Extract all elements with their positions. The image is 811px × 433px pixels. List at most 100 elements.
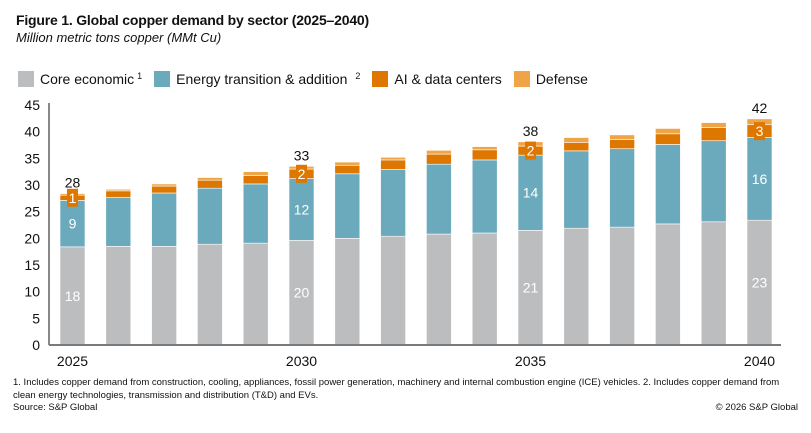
y-tick-label: 30 bbox=[24, 177, 40, 193]
legend-label: AI & data centers bbox=[394, 71, 502, 87]
data-label-ai-box bbox=[67, 188, 78, 207]
data-label-core: 21 bbox=[523, 280, 539, 296]
data-label-energy: 14 bbox=[523, 185, 539, 201]
x-tick-label: 2035 bbox=[515, 353, 546, 369]
data-label-total: 42 bbox=[752, 100, 768, 116]
bar-segment-defense bbox=[380, 156, 406, 161]
bar-segment-ai bbox=[151, 185, 177, 194]
copyright: © 2026 S&P Global bbox=[715, 402, 798, 413]
data-label-core: 20 bbox=[294, 285, 310, 301]
legend-label: Core economic bbox=[40, 71, 135, 87]
footnote: 1. Includes copper demand from construct… bbox=[13, 377, 780, 401]
legend: Core economic 1 Energy transition & addit… bbox=[18, 71, 600, 87]
bar-segment-energy bbox=[426, 163, 452, 235]
bar-segment-core bbox=[242, 242, 269, 346]
legend-swatch bbox=[513, 71, 530, 87]
bar-segment-defense bbox=[609, 134, 635, 140]
data-label-ai: 2 bbox=[298, 166, 306, 182]
y-tick-label: 10 bbox=[24, 284, 40, 300]
legend-label: Energy transition & addition bbox=[176, 71, 348, 87]
bar-segment-core bbox=[655, 223, 681, 346]
data-label-total: 33 bbox=[294, 147, 310, 163]
y-tick-label: 0 bbox=[32, 337, 40, 353]
chart-title: Figure 1. Global copper demand by sector… bbox=[16, 12, 369, 28]
bar-segment-core bbox=[334, 238, 361, 346]
bar-segment-ai bbox=[105, 190, 132, 198]
data-label-core: 23 bbox=[752, 275, 768, 291]
data-label-energy: 16 bbox=[752, 171, 768, 187]
data-label-energy: 12 bbox=[294, 202, 310, 218]
bar-segment-ai bbox=[242, 175, 269, 185]
bar-segment-ai bbox=[380, 159, 406, 170]
data-label-total: 38 bbox=[523, 123, 539, 139]
bar-segment-defense bbox=[197, 177, 223, 181]
bar-segment-core bbox=[700, 221, 727, 346]
bar-segment-core bbox=[746, 219, 773, 346]
bar-segment-core bbox=[563, 227, 590, 346]
y-tick-label: 45 bbox=[24, 97, 40, 113]
bar-segment-defense bbox=[471, 146, 498, 151]
y-tick-label: 35 bbox=[24, 150, 40, 166]
y-tick-label: 5 bbox=[32, 310, 40, 326]
bar-segment-ai bbox=[334, 164, 361, 175]
bar-segment-defense bbox=[426, 150, 452, 155]
bar-segment-energy bbox=[471, 159, 498, 234]
data-label-ai: 3 bbox=[756, 123, 764, 139]
legend-note: 1 bbox=[137, 71, 143, 81]
y-tick-label: 20 bbox=[24, 230, 40, 246]
x-tick-label: 2030 bbox=[286, 353, 317, 369]
legend-item-ai: AI & data centers bbox=[372, 71, 502, 87]
bar-segment-defense bbox=[105, 188, 132, 192]
source: Source: S&P Global bbox=[13, 402, 98, 413]
bar-segment-energy bbox=[105, 196, 132, 247]
bar-segment-defense bbox=[242, 171, 269, 176]
bar-segment-energy bbox=[151, 192, 177, 247]
legend-swatch bbox=[18, 71, 34, 87]
legend-swatch bbox=[154, 71, 171, 87]
y-tick-label: 25 bbox=[24, 204, 40, 220]
bar-segment-core bbox=[197, 243, 223, 346]
legend-swatch bbox=[372, 71, 389, 87]
data-label-ai-box bbox=[754, 122, 765, 141]
bar-segment-energy bbox=[700, 140, 727, 223]
bar-segment-core bbox=[609, 226, 635, 346]
bar-segment-energy bbox=[746, 137, 773, 221]
legend-item-core: Core economic 1 bbox=[18, 71, 142, 87]
bar-segment-defense bbox=[655, 128, 681, 135]
x-tick-label: 2040 bbox=[744, 353, 775, 369]
x-tick-label: 2025 bbox=[57, 353, 88, 369]
bar-segment-defense bbox=[151, 183, 177, 187]
legend-item-energy: Energy transition & addition 2 bbox=[154, 71, 360, 87]
data-label-total: 28 bbox=[65, 175, 81, 191]
bar-segment-core bbox=[380, 235, 406, 346]
data-label-ai: 1 bbox=[69, 190, 77, 206]
data-label-core: 18 bbox=[65, 288, 81, 304]
bar-segment-defense bbox=[334, 161, 361, 166]
data-label-ai: 2 bbox=[527, 143, 535, 159]
bar-segment-core bbox=[426, 233, 452, 346]
data-label-energy: 9 bbox=[69, 216, 77, 232]
bar-segment-energy bbox=[59, 200, 86, 248]
data-label-ai-box bbox=[525, 141, 536, 160]
bar-segment-core bbox=[151, 246, 177, 346]
bar-segment-core bbox=[105, 246, 132, 346]
bar-segment-ai bbox=[563, 142, 590, 152]
bar-segment-energy bbox=[242, 183, 269, 244]
data-label-ai-box bbox=[296, 164, 307, 183]
bar-segment-ai bbox=[655, 133, 681, 145]
bar-segment-energy bbox=[609, 148, 635, 228]
bar-segment-ai bbox=[609, 139, 635, 150]
bar-segment-ai bbox=[471, 149, 498, 161]
bar-segment-energy bbox=[655, 144, 681, 225]
y-tick-label: 15 bbox=[24, 257, 40, 273]
bar-segment-energy bbox=[563, 150, 590, 229]
bar-segment-energy bbox=[334, 173, 361, 239]
bar-segment-ai bbox=[700, 127, 727, 142]
bar-segment-energy bbox=[197, 187, 223, 245]
bar-segment-core bbox=[471, 232, 498, 346]
legend-note: 2 bbox=[355, 71, 361, 81]
bar-segment-energy bbox=[380, 169, 406, 237]
y-tick-label: 40 bbox=[24, 124, 40, 140]
